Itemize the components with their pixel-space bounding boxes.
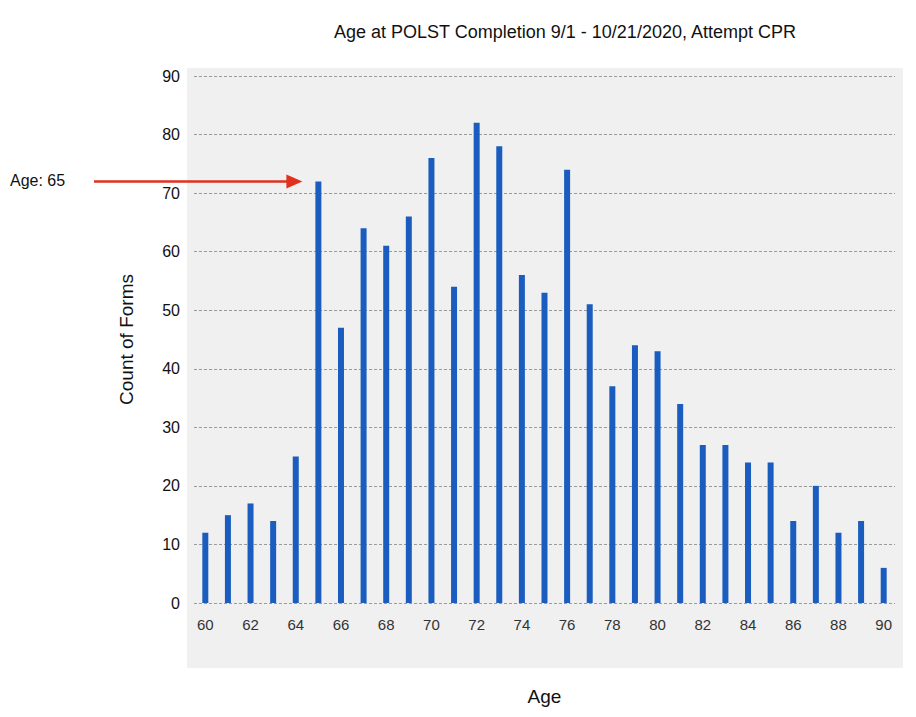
svg-text:70: 70 (423, 616, 440, 633)
svg-text:88: 88 (830, 616, 847, 633)
svg-text:74: 74 (514, 616, 531, 633)
svg-text:86: 86 (785, 616, 802, 633)
svg-text:Age: 65: Age: 65 (10, 172, 65, 189)
svg-text:72: 72 (468, 616, 485, 633)
svg-text:78: 78 (604, 616, 621, 633)
svg-text:84: 84 (740, 616, 757, 633)
svg-text:Count of Forms: Count of Forms (116, 274, 137, 405)
svg-text:30: 30 (162, 419, 180, 436)
svg-text:60: 60 (162, 243, 180, 260)
svg-text:10: 10 (162, 536, 180, 553)
svg-text:62: 62 (242, 616, 259, 633)
svg-text:68: 68 (378, 616, 395, 633)
svg-text:50: 50 (162, 302, 180, 319)
svg-text:70: 70 (162, 185, 180, 202)
svg-text:Age at POLST Completion 9/1 -: Age at POLST Completion 9/1 - 10/21/2020… (334, 22, 796, 42)
svg-text:80: 80 (162, 126, 180, 143)
svg-text:82: 82 (694, 616, 711, 633)
svg-text:Age: Age (528, 686, 562, 707)
svg-text:90: 90 (162, 68, 180, 85)
svg-text:0: 0 (171, 595, 180, 612)
svg-text:64: 64 (287, 616, 304, 633)
svg-text:90: 90 (875, 616, 892, 633)
svg-text:66: 66 (333, 616, 350, 633)
svg-text:60: 60 (197, 616, 214, 633)
svg-text:40: 40 (162, 360, 180, 377)
svg-text:76: 76 (559, 616, 576, 633)
svg-text:20: 20 (162, 477, 180, 494)
svg-text:80: 80 (649, 616, 666, 633)
